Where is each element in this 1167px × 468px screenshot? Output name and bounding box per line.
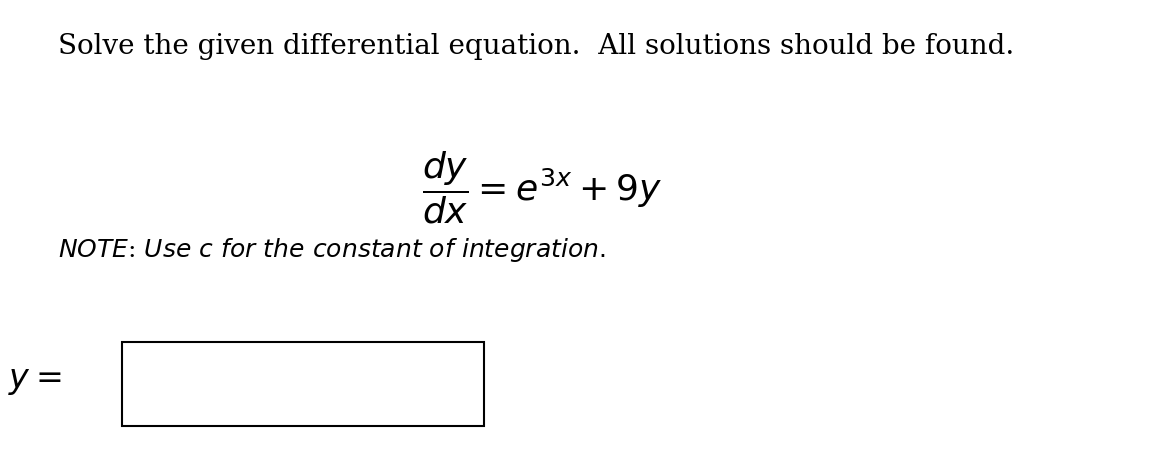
Text: $\it{NOTE}$: $\it{Use\ c\ for\ the\ constant\ of\ integration.}$: $\it{NOTE}$: $\it{Use\ c\ for\ the\ cons… [58,236,606,264]
Text: Solve the given differential equation.  All solutions should be found.: Solve the given differential equation. A… [58,33,1014,60]
Text: $\dfrac{dy}{dx} = e^{3x} + 9y$: $\dfrac{dy}{dx} = e^{3x} + 9y$ [422,150,663,226]
Text: $y =$: $y =$ [8,366,61,397]
FancyBboxPatch shape [121,342,483,426]
